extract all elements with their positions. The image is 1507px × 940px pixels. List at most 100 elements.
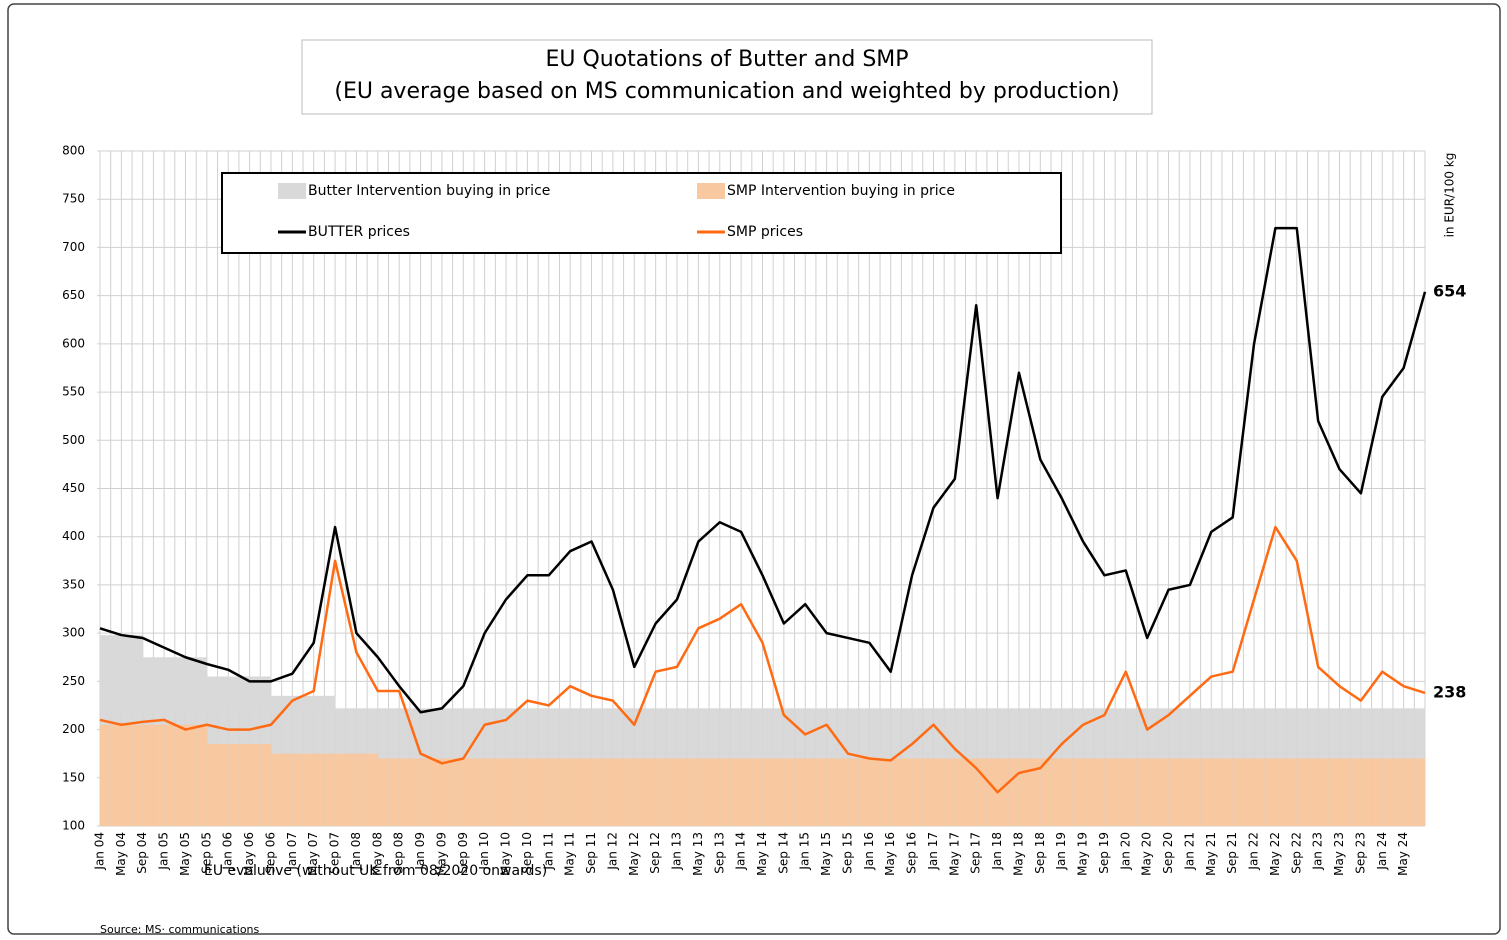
legend-label: SMP Intervention buying in price	[727, 183, 955, 199]
legend-swatch	[697, 183, 725, 199]
legend-label: Butter Intervention buying in price	[308, 183, 550, 199]
source: Source: MS· communications	[100, 923, 260, 936]
area-step	[890, 758, 913, 826]
y-tick-label: 450	[62, 481, 85, 495]
y-tick-label: 800	[62, 144, 85, 158]
note: EU evolutive (without UK from 08/2020 on…	[204, 863, 547, 879]
area-step	[142, 724, 165, 826]
area-step	[1296, 758, 1319, 826]
area-step	[356, 753, 379, 826]
area-step	[399, 758, 422, 826]
x-tick-label: May 21	[1204, 832, 1218, 876]
area-step	[1232, 758, 1255, 826]
x-tick-label: Sep 12	[648, 832, 662, 874]
x-tick-label: Sep 18	[1033, 832, 1047, 874]
area-step	[1083, 758, 1105, 826]
legend-label: SMP prices	[727, 224, 803, 240]
area-step	[527, 758, 550, 826]
x-tick-label: Sep 11	[584, 832, 598, 874]
area-step	[1104, 758, 1127, 826]
y-tick-label: 200	[62, 722, 85, 736]
area-step	[1125, 758, 1148, 826]
area-step	[100, 724, 122, 826]
area-step	[228, 744, 251, 826]
x-tick-label: Sep 15	[840, 832, 854, 874]
area-step	[313, 753, 336, 826]
x-tick-label: Jan 18	[990, 832, 1004, 871]
y-axis-label: in EUR/100 kg	[1443, 153, 1457, 238]
area-step	[1339, 758, 1362, 826]
chart-title: EU Quotations of Butter and SMP	[545, 47, 908, 72]
x-tick-label: May 05	[178, 832, 192, 876]
area-step	[655, 758, 678, 826]
area-step	[1360, 758, 1383, 826]
area-step	[1211, 758, 1234, 826]
y-tick-label: 250	[62, 674, 85, 688]
area-step	[826, 758, 849, 826]
plot	[97, 150, 1427, 827]
y-tick-label: 500	[62, 433, 85, 447]
area-step	[805, 758, 828, 826]
y-tick-label: 700	[62, 240, 85, 254]
title-box	[301, 39, 1153, 115]
x-tick-label: Sep 13	[712, 832, 726, 874]
x-tick-label: Jan 13	[670, 832, 684, 871]
x-tick-label: Sep 10	[520, 832, 534, 874]
x-tick-label: Jan 10	[477, 832, 491, 871]
x-tick-label: May 18	[1011, 832, 1025, 876]
data-label: 654	[1433, 281, 1466, 300]
y-tick-label: 150	[62, 770, 85, 784]
area-step	[912, 758, 934, 826]
x-tick-label: May 10	[499, 832, 513, 876]
x-tick-label: Jan 23	[1311, 832, 1325, 871]
x-tick-label: Sep 16	[905, 832, 919, 874]
area-step	[506, 758, 528, 826]
area-step	[185, 724, 208, 826]
x-tick-label: Sep 17	[969, 832, 983, 874]
y-tick-label: 600	[62, 336, 85, 350]
x-tick-label: Jan 16	[862, 832, 876, 871]
x-tick-label: May 17	[947, 832, 961, 876]
area-step	[206, 744, 229, 826]
area-step	[335, 753, 357, 826]
area-step	[1018, 758, 1041, 826]
x-tick-label: May 12	[627, 832, 641, 876]
x-tick-label: May 09	[434, 832, 448, 876]
x-tick-label: Jan 21	[1182, 832, 1196, 871]
x-tick-label: May 07	[306, 832, 320, 876]
area-step	[121, 724, 144, 826]
x-tick-label: Sep 04	[135, 832, 149, 874]
area-step	[270, 753, 293, 826]
x-tick-label: Jan 12	[605, 832, 619, 871]
x-tick-label: Sep 05	[199, 832, 213, 874]
area-step	[1040, 758, 1063, 826]
legend-swatch	[278, 183, 306, 199]
area-step	[1254, 758, 1276, 826]
x-tick-label: May 13	[691, 832, 705, 876]
area-step	[570, 758, 593, 826]
area-step	[484, 758, 507, 826]
area-step	[441, 758, 464, 826]
x-tick-label: Jan 11	[541, 832, 555, 871]
line	[99, 525, 1426, 794]
x-tick-label: Sep 08	[392, 832, 406, 874]
chart-subtitle: (EU average based on MS communication an…	[334, 79, 1119, 104]
x-tick-label: May 24	[1396, 832, 1410, 876]
area-step	[698, 758, 721, 826]
y-tick-label: 100	[62, 819, 85, 833]
area-step	[420, 758, 443, 826]
area-step	[869, 758, 892, 826]
area-step	[249, 744, 272, 826]
x-tick-label: Jan 17	[926, 832, 940, 871]
x-tick-label: Jan 06	[221, 832, 235, 871]
data-label: 238	[1433, 682, 1466, 701]
x-tick-label: May 08	[370, 832, 384, 876]
x-tick-label: Sep 20	[1161, 832, 1175, 874]
x-tick-label: Sep 07	[328, 832, 342, 874]
x-tick-label: May 11	[563, 832, 577, 876]
x-tick-label: Sep 06	[263, 832, 277, 874]
x-tick-label: Jan 04	[93, 832, 107, 871]
area-step	[1318, 758, 1341, 826]
y-tick-label: 300	[62, 626, 85, 640]
